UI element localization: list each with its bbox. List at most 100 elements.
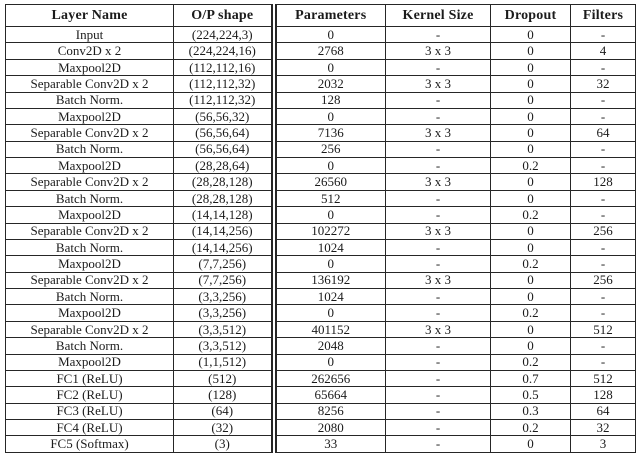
table-cell: Batch Norm. bbox=[5, 238, 174, 257]
table-row: Separable Conv2D x 2 (7,7,256) 136192 3 x 3… bbox=[5, 271, 636, 290]
table-cell: FC3 (ReLU) bbox=[5, 402, 174, 421]
table-cell: - bbox=[385, 337, 491, 355]
table-cell: (224,224,3) bbox=[173, 25, 277, 44]
table-cell: 0 bbox=[490, 58, 571, 77]
table-cell: - bbox=[385, 255, 491, 273]
table-cell: 32 bbox=[570, 75, 636, 93]
table-row: Maxpool2D (112,112,16) 0-0- bbox=[5, 58, 636, 77]
table-cell: Maxpool2D bbox=[5, 353, 174, 371]
table-cell: 128 bbox=[273, 91, 386, 109]
table-row: Separable Conv2D x 2 (28,28,128) 26560 3 x … bbox=[5, 173, 636, 191]
table-cell: - bbox=[385, 140, 491, 159]
table-cell: 262656 bbox=[273, 369, 386, 388]
table-cell: 7136 bbox=[273, 124, 386, 142]
table-cell: - bbox=[385, 304, 491, 322]
table-cell: - bbox=[570, 304, 636, 322]
table-cell: Batch Norm. bbox=[5, 287, 174, 306]
col-header-op-shape: O/P shape bbox=[173, 4, 277, 27]
table-cell: 0 bbox=[490, 107, 571, 126]
table-cell: - bbox=[385, 25, 491, 44]
table-cell: 4 bbox=[570, 42, 636, 60]
table-cell: 512 bbox=[570, 369, 636, 388]
table-cell: 102272 bbox=[273, 222, 386, 240]
table-cell: - bbox=[570, 287, 636, 306]
table-cell: 33 bbox=[273, 435, 386, 453]
table-cell: (56,56,64) bbox=[173, 140, 277, 159]
table-cell: FC2 (ReLU) bbox=[5, 386, 174, 404]
table-cell: (112,112,32) bbox=[173, 91, 277, 109]
table-cell: 0 bbox=[490, 320, 571, 339]
table-row: FC4 (ReLU) (32) 2080-0.2 32 bbox=[5, 418, 636, 437]
table-cell: (14,14,128) bbox=[173, 206, 277, 224]
table-cell: Maxpool2D bbox=[5, 304, 174, 322]
table-header-row: Layer Name O/P shape Parameters Kernel S… bbox=[5, 4, 636, 27]
table-cell: 0 bbox=[490, 25, 571, 44]
table-cell: Maxpool2D bbox=[5, 206, 174, 224]
table-cell: 0.2 bbox=[490, 304, 571, 322]
table-cell: FC5 (Softmax) bbox=[5, 435, 174, 453]
table-cell: FC1 (ReLU) bbox=[5, 369, 174, 388]
table-cell: (7,7,256) bbox=[173, 271, 277, 290]
table-cell: 0.2 bbox=[490, 418, 571, 437]
table-row: Separable Conv2D x 2 (112,112,32) 2032 3 x … bbox=[5, 75, 636, 93]
table-cell: - bbox=[385, 353, 491, 371]
table-row: FC5 (Softmax) (3) 33-0 3 bbox=[5, 435, 636, 453]
table-cell: - bbox=[570, 238, 636, 257]
table-cell: - bbox=[570, 353, 636, 371]
table-cell: 0 bbox=[490, 189, 571, 208]
table-cell: - bbox=[570, 206, 636, 224]
table-cell: - bbox=[385, 386, 491, 404]
table-cell: - bbox=[385, 58, 491, 77]
table-cell: - bbox=[385, 189, 491, 208]
table-cell: 26560 bbox=[273, 173, 386, 191]
table-cell: 256 bbox=[273, 140, 386, 159]
table-cell: 3 x 3 bbox=[385, 320, 491, 339]
table-cell: 0 bbox=[490, 337, 571, 355]
table-cell: 0.2 bbox=[490, 353, 571, 371]
table-cell: Batch Norm. bbox=[5, 189, 174, 208]
table-cell: 0 bbox=[490, 124, 571, 142]
table-cell: (112,112,32) bbox=[173, 75, 277, 93]
table-row: Maxpool2D (28,28,64) 0-0.2- bbox=[5, 156, 636, 175]
table-row: Maxpool2D (7,7,256) 0-0.2- bbox=[5, 255, 636, 273]
table-cell: 2048 bbox=[273, 337, 386, 355]
table-cell: (56,56,32) bbox=[173, 107, 277, 126]
table-cell: 2768 bbox=[273, 42, 386, 60]
table-cell: - bbox=[385, 156, 491, 175]
table-cell: (28,28,128) bbox=[173, 173, 277, 191]
table-row: Batch Norm. (28,28,128) 512-0- bbox=[5, 189, 636, 208]
table-cell: 2032 bbox=[273, 75, 386, 93]
table-row: Input (224,224,3) 0-0- bbox=[5, 25, 636, 44]
table-row: Batch Norm. (3,3,512) 2048-0- bbox=[5, 337, 636, 355]
table-cell: - bbox=[385, 435, 491, 453]
table-cell: 3 x 3 bbox=[385, 271, 491, 290]
table-cell: (56,56,64) bbox=[173, 124, 277, 142]
table-cell: 1024 bbox=[273, 238, 386, 257]
table-cell: 0.2 bbox=[490, 206, 571, 224]
table-cell: (112,112,16) bbox=[173, 58, 277, 77]
table-cell: Maxpool2D bbox=[5, 255, 174, 273]
table-cell: Batch Norm. bbox=[5, 337, 174, 355]
table-row: Maxpool2D (1,1,512) 0-0.2- bbox=[5, 353, 636, 371]
table-cell: 0 bbox=[490, 435, 571, 453]
table-cell: 512 bbox=[273, 189, 386, 208]
table-cell: 0 bbox=[490, 173, 571, 191]
table-cell: Conv2D x 2 bbox=[5, 42, 174, 60]
table-cell: 0 bbox=[273, 353, 386, 371]
table-row: Maxpool2D (14,14,128) 0-0.2- bbox=[5, 206, 636, 224]
table-cell: (3) bbox=[173, 435, 277, 453]
table-cell: 3 x 3 bbox=[385, 173, 491, 191]
table-cell: 0 bbox=[490, 75, 571, 93]
table-cell: 0 bbox=[490, 238, 571, 257]
col-header-layer-name: Layer Name bbox=[5, 4, 174, 27]
table-cell: Batch Norm. bbox=[5, 140, 174, 159]
table-cell: (32) bbox=[173, 418, 277, 437]
table-row: Separable Conv2D x 2 (14,14,256) 102272 3 x… bbox=[5, 222, 636, 240]
table-cell: 2080 bbox=[273, 418, 386, 437]
table-cell: - bbox=[385, 238, 491, 257]
table-cell: Separable Conv2D x 2 bbox=[5, 320, 174, 339]
table-cell: 256 bbox=[570, 222, 636, 240]
table-cell: 0.2 bbox=[490, 156, 571, 175]
table-cell: - bbox=[385, 369, 491, 388]
table-cell: 32 bbox=[570, 418, 636, 437]
